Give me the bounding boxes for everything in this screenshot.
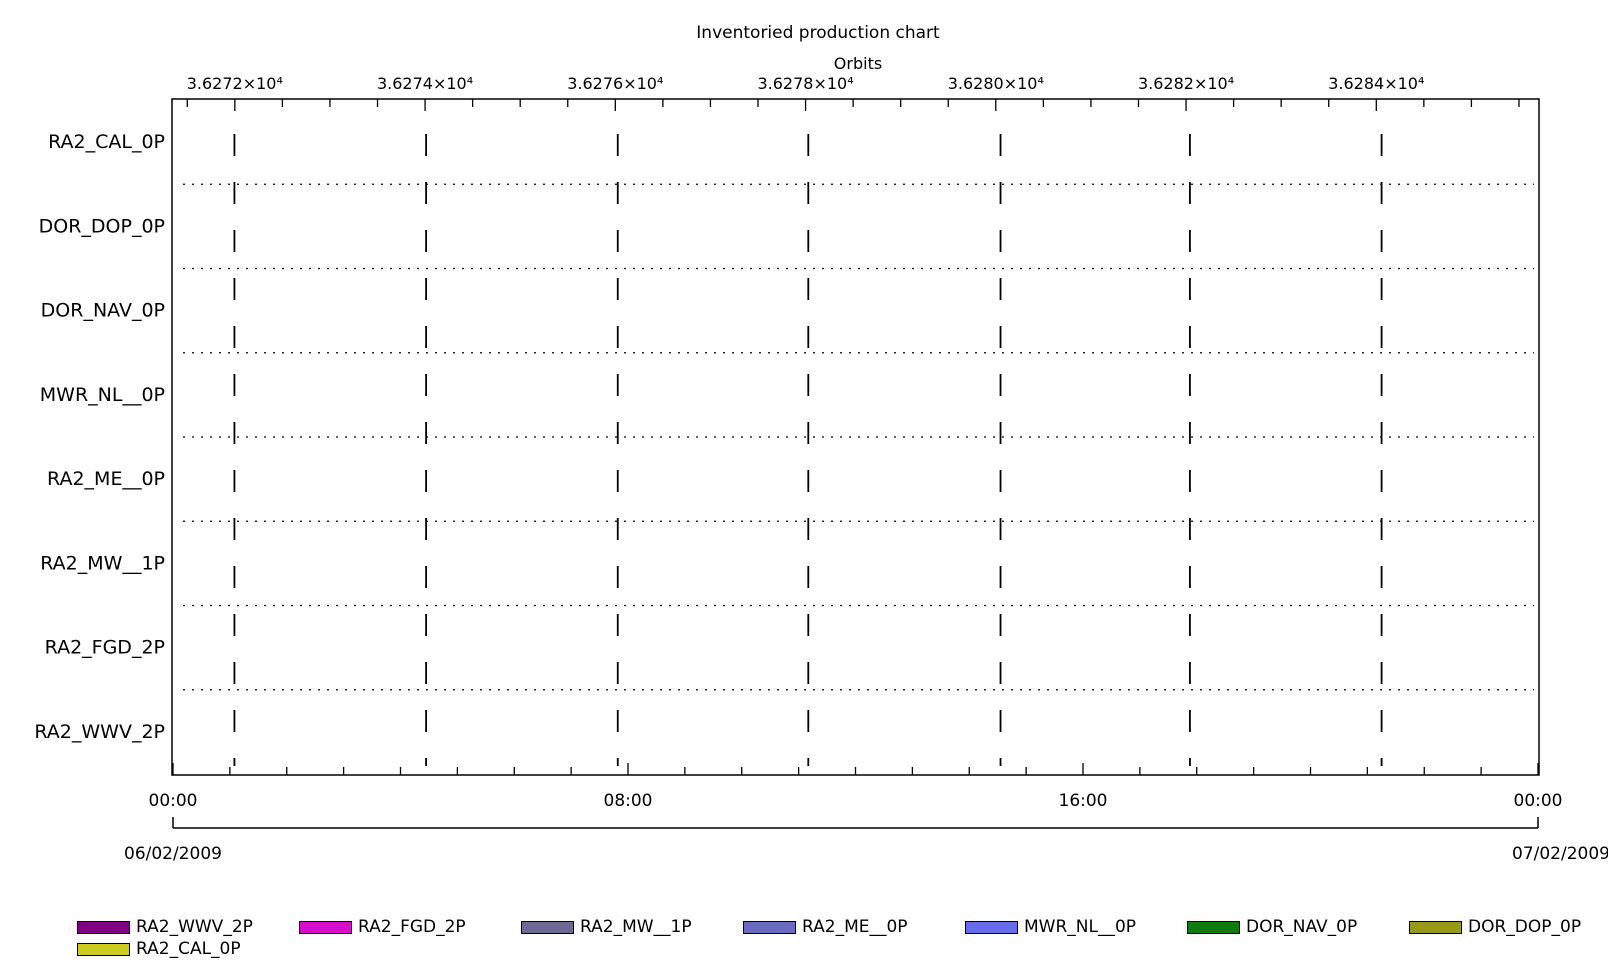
top-tick-label: 3.6280×10⁴ bbox=[948, 74, 1044, 93]
row-label: RA2_MW__1P bbox=[40, 552, 165, 574]
legend-label: RA2_ME__0P bbox=[802, 917, 908, 937]
bottom-axis: 00:00 08:00 16:00 00:00 bbox=[149, 763, 1563, 811]
legend-label: RA2_FGD_2P bbox=[358, 917, 466, 937]
legend-item: RA2_CAL_0P bbox=[77, 939, 241, 959]
legend-swatch bbox=[1409, 920, 1462, 934]
row-label: DOR_NAV_0P bbox=[41, 300, 165, 322]
legend-item: DOR_NAV_0P bbox=[1187, 917, 1358, 937]
plot-frame bbox=[171, 98, 1540, 776]
legend-swatch bbox=[77, 920, 130, 934]
date-end-label: 07/02/2009 bbox=[1512, 844, 1608, 864]
row-separators bbox=[183, 183, 1534, 691]
legend-swatch bbox=[77, 942, 130, 956]
legend-label: DOR_DOP_0P bbox=[1468, 917, 1582, 937]
bottom-tick-label: 16:00 bbox=[1059, 791, 1108, 811]
legend-item: RA2_ME__0P bbox=[743, 917, 908, 937]
row-label: RA2_ME__0P bbox=[47, 468, 165, 490]
chart-title: Inventoried production chart bbox=[696, 23, 940, 43]
legend-label: RA2_CAL_0P bbox=[136, 939, 241, 959]
bottom-tick-label: 00:00 bbox=[1514, 791, 1563, 811]
legend-label: MWR_NL__0P bbox=[1024, 917, 1137, 937]
legend-swatch bbox=[965, 920, 1018, 934]
date-start-label: 06/02/2009 bbox=[124, 844, 222, 864]
legend-swatch bbox=[299, 920, 352, 934]
top-tick-label: 3.6272×10⁴ bbox=[187, 74, 283, 93]
row-labels: RA2_CAL_0P DOR_DOP_0P DOR_NAV_0P MWR_NL__0P… bbox=[34, 131, 165, 743]
legend-item: RA2_WWV_2P bbox=[77, 917, 253, 937]
legend-item: RA2_MW__1P bbox=[521, 917, 692, 937]
top-tick-label: 3.6276×10⁴ bbox=[567, 74, 663, 93]
legend-item: DOR_DOP_0P bbox=[1409, 917, 1582, 937]
legend-swatch bbox=[743, 920, 796, 934]
top-axis-label: Orbits bbox=[834, 54, 882, 73]
row-label: RA2_CAL_0P bbox=[48, 131, 165, 153]
top-tick-label: 3.6284×10⁴ bbox=[1328, 74, 1424, 93]
top-axis: 3.6272×10⁴ 3.6274×10⁴ 3.6276×10⁴ 3.6278×10⁴… bbox=[186, 74, 1520, 111]
legend-label: DOR_NAV_0P bbox=[1246, 917, 1358, 937]
top-tick-label: 3.6282×10⁴ bbox=[1138, 74, 1234, 93]
legend-swatch bbox=[521, 920, 574, 934]
legend-label: RA2_WWV_2P bbox=[136, 917, 253, 937]
row-label: DOR_DOP_0P bbox=[39, 215, 165, 237]
top-tick-label: 3.6274×10⁴ bbox=[377, 74, 473, 93]
top-tick-label: 3.6278×10⁴ bbox=[757, 74, 853, 93]
row-label: RA2_WWV_2P bbox=[34, 721, 165, 743]
row-label: RA2_FGD_2P bbox=[45, 637, 165, 659]
legend-swatch bbox=[1187, 920, 1240, 934]
row-label: MWR_NL__0P bbox=[40, 384, 165, 406]
bottom-tick-label: 00:00 bbox=[149, 791, 198, 811]
legend-item: MWR_NL__0P bbox=[965, 917, 1137, 937]
bottom-tick-label: 08:00 bbox=[604, 791, 653, 811]
legend-item: RA2_FGD_2P bbox=[299, 917, 466, 937]
orbit-markers bbox=[233, 134, 1383, 766]
legend-label: RA2_MW__1P bbox=[580, 917, 692, 937]
